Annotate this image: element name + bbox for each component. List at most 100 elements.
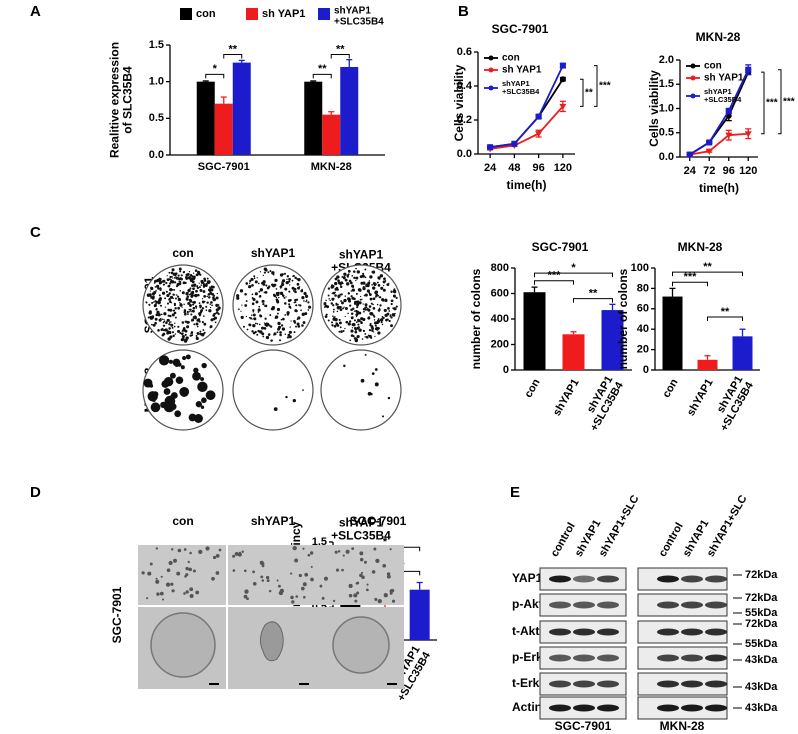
cell (211, 576, 215, 581)
colony (356, 306, 359, 309)
colony (257, 308, 261, 312)
colony (343, 272, 347, 276)
legend-swatch (318, 8, 330, 20)
colony (155, 313, 159, 317)
colony (198, 314, 201, 317)
colony (288, 290, 291, 293)
colony (150, 286, 153, 289)
colony (192, 272, 195, 274)
bar (304, 81, 323, 155)
colony (209, 306, 212, 309)
x-tick-label: 72 (703, 165, 715, 177)
size-marker: 43kDa (745, 654, 778, 666)
colony (332, 308, 335, 311)
cell (155, 577, 158, 580)
colony (202, 329, 205, 331)
colony (198, 302, 201, 305)
colony (348, 279, 352, 283)
colony (245, 282, 249, 285)
colony (173, 303, 177, 307)
cell (302, 582, 307, 587)
colony (181, 330, 184, 332)
size-marker: 72kDa (745, 569, 778, 581)
colony (360, 281, 364, 285)
colony (172, 334, 175, 338)
chart-title: MKN-28 (678, 240, 723, 254)
cell (141, 571, 145, 575)
colony (374, 321, 378, 325)
legend-label: shYAP1 +SLC35B4 (334, 5, 384, 27)
colony (372, 297, 376, 301)
y-axis-label: Realitive expressionof SLC35B4 (108, 42, 135, 158)
y-tick-label: 0.6 (457, 46, 472, 58)
colony (356, 334, 360, 339)
line (689, 69, 750, 156)
colony (195, 307, 197, 309)
cell (146, 597, 149, 600)
colony (385, 298, 387, 300)
marker (559, 62, 566, 69)
colony (338, 318, 341, 321)
colony (334, 281, 338, 286)
plate (320, 349, 402, 431)
colony (151, 301, 154, 304)
colony (288, 284, 291, 286)
colony (286, 336, 290, 339)
colony (272, 273, 275, 276)
marker (744, 131, 752, 138)
field-top (138, 545, 226, 605)
colony (369, 324, 372, 327)
colony (362, 329, 366, 333)
colony (206, 280, 211, 285)
colony (349, 281, 353, 285)
colony (379, 309, 381, 311)
cell (185, 566, 189, 571)
cell (351, 547, 355, 551)
bar (340, 67, 359, 155)
colony (183, 339, 188, 343)
colony (308, 305, 312, 309)
colony (197, 293, 200, 297)
bar (601, 310, 624, 370)
colony (145, 301, 148, 304)
colony (156, 310, 160, 315)
colony (371, 271, 374, 273)
colony (197, 318, 201, 321)
colony (163, 318, 165, 321)
colony (198, 282, 200, 284)
colony (199, 306, 202, 309)
cell (334, 550, 338, 554)
colony (300, 309, 302, 312)
cell (359, 573, 363, 578)
colony (335, 322, 339, 326)
cell (310, 577, 314, 582)
colony (381, 318, 384, 320)
colony (370, 336, 373, 339)
colony (281, 282, 285, 286)
legend-swatch (180, 8, 192, 20)
cell (386, 572, 391, 576)
colony (202, 290, 206, 293)
colony (339, 308, 343, 312)
colony (344, 327, 346, 330)
colony (206, 277, 209, 280)
colony (158, 318, 162, 322)
colony (249, 279, 252, 282)
colony (244, 292, 247, 296)
marker (706, 139, 713, 146)
cell (353, 593, 358, 598)
colony (286, 275, 290, 278)
colony (269, 269, 272, 272)
band (597, 575, 619, 583)
y-axis-label: number of colons (616, 268, 630, 369)
marker (559, 76, 566, 83)
colony (387, 307, 390, 310)
blot-strip (539, 567, 627, 591)
colony (332, 304, 335, 307)
cell (374, 597, 378, 601)
line (490, 105, 564, 150)
colony (251, 284, 254, 287)
significance-label: ** (721, 306, 730, 318)
colony (159, 282, 161, 285)
colony (279, 333, 282, 337)
